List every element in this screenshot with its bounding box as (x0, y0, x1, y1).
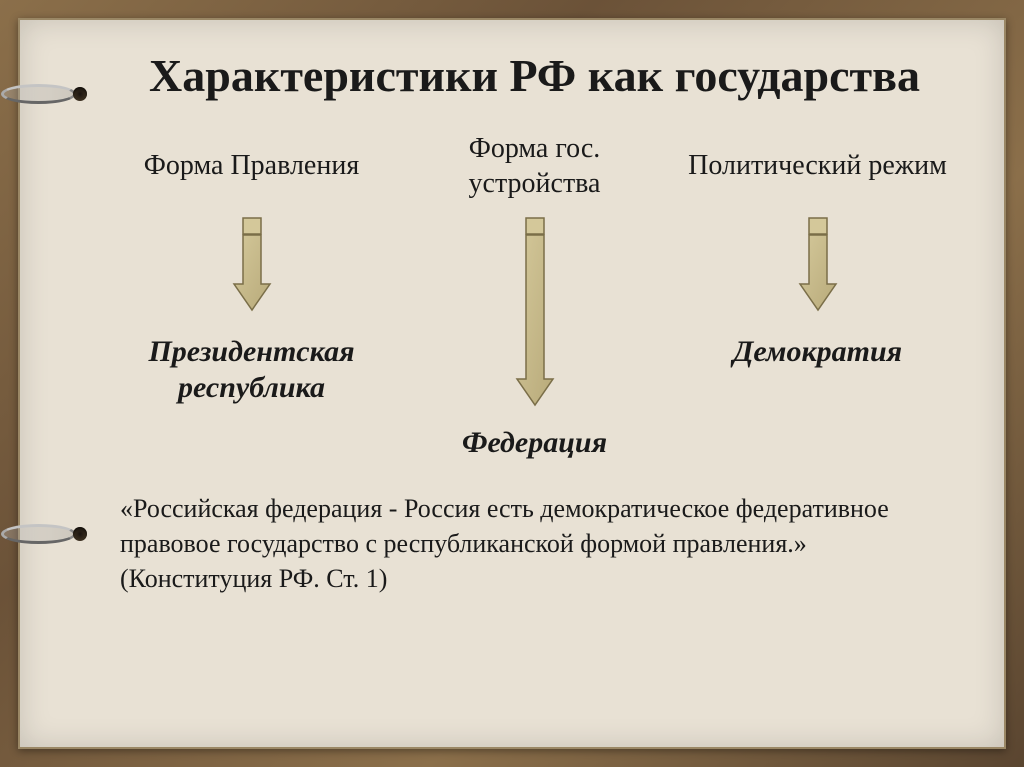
binder-ring-top (31, 70, 79, 118)
down-arrow-icon (231, 217, 273, 312)
column-government-form: Форма Правления Президентская республика (120, 131, 383, 461)
binder-ring-bottom (31, 510, 79, 558)
column-state-structure: Форма гос. устройства Федерация (403, 131, 666, 461)
down-arrow-icon (797, 217, 839, 312)
constitution-quote: «Российская федерация - Россия есть демо… (120, 491, 949, 596)
column-header: Форма Правления (144, 131, 359, 201)
column-result: Демократия (733, 334, 902, 370)
down-arrow-icon (514, 217, 556, 407)
column-result: Федерация (462, 425, 607, 461)
slide-title: Характеристики РФ как государства (120, 50, 949, 103)
slide-frame: Характеристики РФ как государства Форма … (0, 0, 1024, 767)
column-political-regime: Политический режим Демократия (686, 131, 949, 461)
column-header: Политический режим (688, 131, 947, 201)
column-header: Форма гос. устройства (403, 131, 666, 201)
slide-content: Характеристики РФ как государства Форма … (18, 18, 1006, 749)
diagram-columns: Форма Правления Президентская республика… (120, 131, 949, 461)
column-result: Президентская республика (120, 334, 383, 406)
